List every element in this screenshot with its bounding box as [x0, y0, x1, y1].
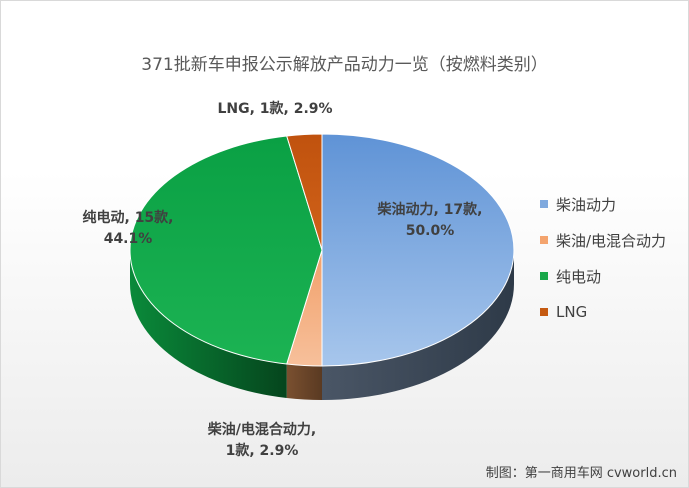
- pie-slices: [129, 133, 515, 367]
- data-label: 1款, 2.9%: [226, 442, 299, 459]
- legend-swatch: [540, 272, 548, 280]
- legend-swatch: [540, 308, 548, 316]
- legend: 柴油动力 柴油/电混合动力 纯电动 LNG: [540, 186, 666, 330]
- legend-item: 纯电动: [540, 258, 666, 294]
- legend-swatch: [540, 236, 548, 244]
- pie-slice: [321, 133, 515, 367]
- data-label: 柴油/电混合动力,: [207, 421, 316, 438]
- data-label: 44.1%: [104, 231, 153, 247]
- data-label: 柴油动力, 17款,: [377, 201, 483, 218]
- legend-item: LNG: [540, 294, 666, 330]
- chart-title: 371批新车申报公示解放产品动力一览（按燃料类别）: [141, 55, 548, 75]
- legend-item: 柴油/电混合动力: [540, 222, 666, 258]
- pie-slice: [286, 133, 323, 251]
- source-credit: 制图：第一商用车网 cvworld.cn: [485, 466, 677, 481]
- legend-label: LNG: [556, 303, 588, 321]
- legend-label: 柴油动力: [556, 195, 617, 214]
- legend-item: 柴油动力: [540, 186, 666, 222]
- data-label: 50.0%: [406, 223, 455, 239]
- pie-slice-side: [130, 250, 287, 399]
- pie-data-labels: 柴油动力, 17款, 50.0% 柴油/电混合动力, 1款, 2.9% 纯电动, 15款…: [83, 100, 483, 459]
- data-label: 纯电动, 15款,: [83, 209, 174, 226]
- legend-label: 纯电动: [556, 267, 602, 286]
- legend-swatch: [540, 200, 548, 208]
- pie-slice: [129, 135, 323, 365]
- data-label: LNG, 1款, 2.9%: [217, 100, 332, 117]
- pie-slice-side: [286, 364, 322, 400]
- legend-label: 柴油/电混合动力: [556, 231, 667, 250]
